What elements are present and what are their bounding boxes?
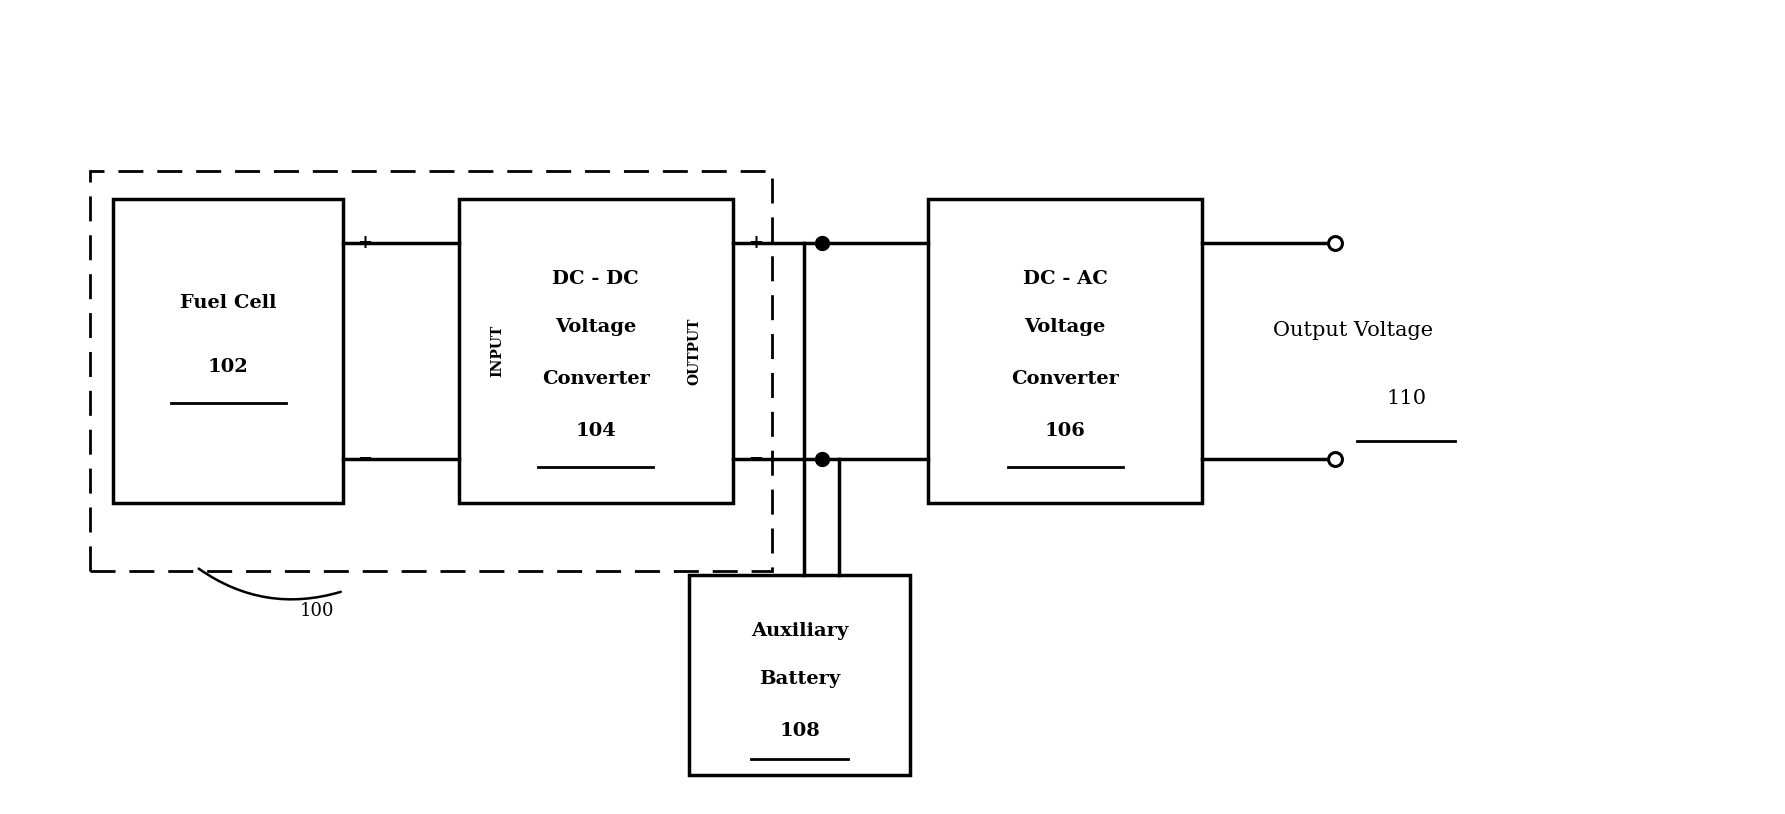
Text: 108: 108 [778,722,819,740]
Text: DC - AC: DC - AC [1023,270,1108,288]
FancyBboxPatch shape [459,199,734,503]
Text: 102: 102 [209,358,248,376]
FancyBboxPatch shape [689,575,910,775]
Text: +: + [357,234,373,252]
Text: Voltage: Voltage [1025,318,1107,336]
Text: Auxiliary: Auxiliary [751,622,848,640]
Text: Converter: Converter [1012,370,1119,388]
Text: Battery: Battery [759,670,841,688]
Text: Fuel Cell: Fuel Cell [180,294,277,312]
Text: Voltage: Voltage [555,318,637,336]
Text: 104: 104 [575,422,616,440]
Text: DC - DC: DC - DC [553,270,639,288]
FancyBboxPatch shape [91,171,773,571]
Text: INPUT: INPUT [491,325,505,377]
Text: −: − [357,450,373,468]
Text: 100: 100 [300,602,334,620]
Text: Converter: Converter [543,370,650,388]
Text: 106: 106 [1044,422,1085,440]
Text: −: − [748,450,764,468]
Text: OUTPUT: OUTPUT [687,317,702,385]
FancyArrowPatch shape [198,569,341,599]
Text: +: + [748,234,764,252]
Text: 110: 110 [1387,389,1426,409]
Text: Output Voltage: Output Voltage [1273,322,1433,340]
FancyBboxPatch shape [928,199,1203,503]
FancyBboxPatch shape [112,199,343,503]
